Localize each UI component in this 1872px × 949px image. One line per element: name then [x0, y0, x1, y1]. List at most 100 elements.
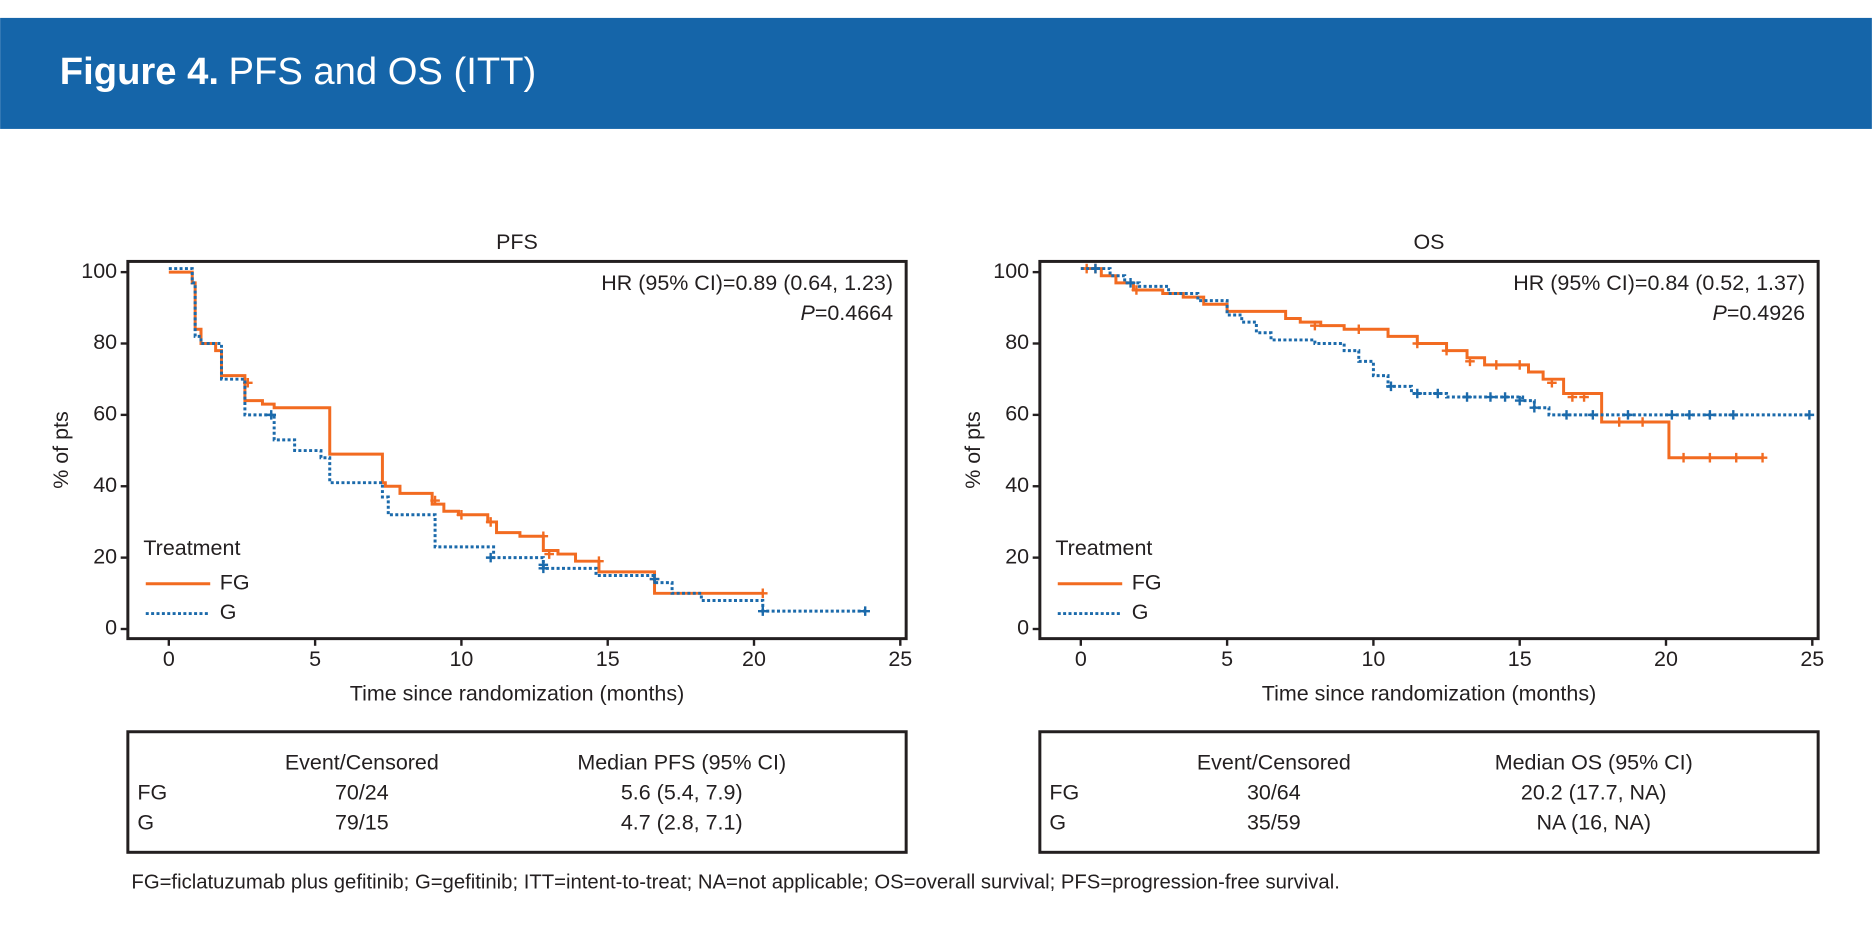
x-tick-label: 20: [1654, 647, 1678, 671]
chart: PFS 0 20 40 60 80 100 0 5 10 15 20 25 Time since rand…: [49, 230, 912, 705]
x-tick-label: 25: [1800, 647, 1824, 671]
censor-mark: [758, 606, 768, 616]
plot-frame: [1038, 259, 1820, 641]
plot-frame: [126, 259, 908, 641]
y-tick-label: 80: [1005, 330, 1029, 354]
y-axis-label: % of pts: [961, 411, 985, 489]
x-tick-label: 5: [1221, 647, 1233, 671]
table-header: Median PFS (95% CI): [577, 751, 786, 775]
censor-mark: [1705, 410, 1715, 420]
censor-mark: [1514, 395, 1525, 406]
table-cell: 20.2 (17.7, NA): [1521, 780, 1667, 804]
censor-mark: [1090, 263, 1101, 274]
censor-mark: [1412, 388, 1423, 399]
censor-mark: [758, 588, 768, 599]
y-tick-label: 0: [1017, 616, 1029, 640]
x-tick-label: 0: [1075, 647, 1087, 671]
censor-mark: [1731, 452, 1742, 463]
x-axis-label: Time since randomization (months): [350, 681, 684, 705]
censor-mark: [1588, 410, 1598, 420]
legend-label: FG: [1132, 570, 1162, 594]
censor-mark: [1529, 402, 1540, 413]
p-value: =0.4664: [815, 301, 893, 325]
censor-mark: [860, 606, 870, 616]
table-cell: 70/24: [335, 780, 389, 804]
censor-mark: [1804, 410, 1815, 420]
p-annotation: P=0.4926: [1712, 301, 1805, 325]
censor-mark: [594, 556, 604, 566]
chart: OS 0 20 40 60 80 100 0 5 10 15 20 25 Time since rando…: [961, 230, 1824, 705]
x-axis-label: Time since randomization (months): [1262, 681, 1596, 705]
censor-mark: [1728, 410, 1739, 420]
y-axis-label: % of pts: [49, 411, 73, 489]
legend-label: G: [220, 600, 237, 624]
censor-mark: [1561, 410, 1572, 420]
censor-mark: [1567, 392, 1578, 402]
survival-curve: [1080, 267, 1763, 460]
y-tick-label: 60: [1005, 402, 1029, 426]
x-tick-label: 20: [742, 647, 766, 671]
y-tick-label: 60: [93, 402, 117, 426]
x-tick-label: 25: [888, 647, 912, 671]
header-bar: [0, 17, 1872, 129]
censor-mark: [485, 552, 496, 563]
censor-mark: [1485, 392, 1496, 402]
censor-mark: [1514, 360, 1525, 370]
censor-mark: [1614, 417, 1624, 427]
p-value: =0.4926: [1727, 301, 1805, 325]
y-tick-label: 40: [1005, 473, 1029, 497]
censor-mark: [1125, 278, 1136, 288]
censor-mark: [1623, 410, 1633, 420]
x-tick-label: 10: [449, 647, 473, 671]
legend-title: Treatment: [1055, 536, 1152, 560]
table-cell: 30/64: [1247, 780, 1301, 804]
x-tick-label: 10: [1361, 647, 1385, 671]
censor-mark: [1684, 410, 1695, 420]
y-tick-label: 80: [93, 330, 117, 354]
table-cell: 4.7 (2.8, 7.1): [621, 810, 743, 834]
table-cell: 35/59: [1247, 810, 1301, 834]
table-frame: [126, 730, 908, 854]
table-cell: G: [137, 810, 154, 834]
censor-mark: [538, 531, 549, 541]
chart-title: PFS: [496, 230, 538, 254]
y-tick-label: 20: [1005, 544, 1029, 568]
censor-mark: [1705, 452, 1715, 463]
censor-mark: [456, 510, 467, 520]
table-cell: NA (16, NA): [1536, 810, 1651, 834]
footnote: FG=ficlatuzumab plus gefitinib; G=gefiti…: [131, 872, 1339, 894]
hr-annotation: HR (95% CI)=0.89 (0.64, 1.23): [601, 271, 893, 295]
censor-mark: [1412, 338, 1423, 349]
censor-mark: [1310, 320, 1320, 331]
y-tick-label: 100: [993, 259, 1029, 283]
summary-table: Event/Censored Median OS (95% CI) FG 30/64 2…: [1038, 730, 1820, 854]
chart-title: OS: [1413, 230, 1444, 254]
y-tick-label: 20: [93, 544, 117, 568]
survival-curve: [168, 267, 866, 613]
x-tick-label: 0: [163, 647, 175, 671]
censor-mark: [1462, 392, 1472, 402]
header-title: Figure 4. PFS and OS (ITT): [60, 50, 536, 93]
censor-mark: [1757, 452, 1768, 463]
table-cell: FG: [137, 780, 167, 804]
legend-label: G: [1132, 600, 1149, 624]
censor-mark: [1441, 345, 1452, 356]
legend-title: Treatment: [143, 536, 240, 560]
censor-mark: [1637, 417, 1648, 427]
censor-mark: [1579, 392, 1589, 402]
censor-mark: [1491, 360, 1502, 370]
table-cell: FG: [1049, 780, 1079, 804]
p-label: P: [800, 301, 815, 325]
summary-table: Event/Censored Median PFS (95% CI) FG 70/24…: [126, 730, 908, 854]
table-header: Event/Censored: [285, 751, 439, 775]
x-tick-label: 15: [596, 647, 620, 671]
censor-mark: [1500, 392, 1510, 402]
y-tick-label: 40: [93, 473, 117, 497]
censor-mark: [1667, 410, 1677, 420]
table-frame: [1038, 730, 1820, 854]
figure-title: PFS and OS (ITT): [229, 50, 537, 93]
x-tick-label: 15: [1508, 647, 1532, 671]
censor-mark: [544, 549, 554, 559]
